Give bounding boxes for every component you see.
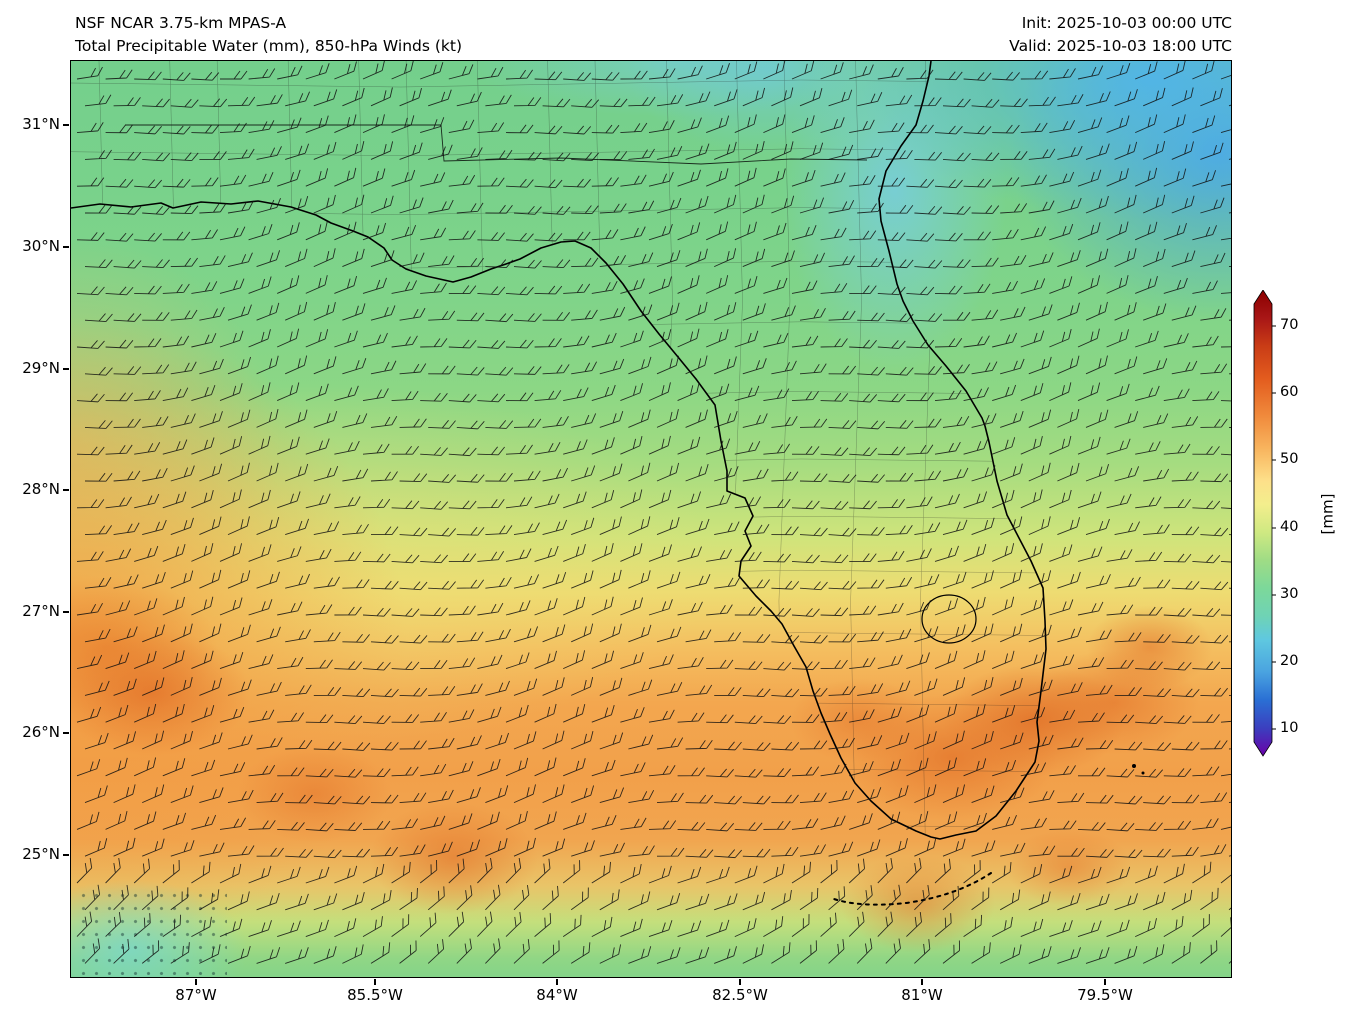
xtick-mark xyxy=(374,979,376,985)
cbar-tick-30: 30 xyxy=(1280,586,1299,602)
cbar-tick-40: 40 xyxy=(1280,519,1299,535)
time-block: Init: 2025-10-03 00:00 UTC Valid: 2025-1… xyxy=(1009,12,1232,58)
ytick-mark xyxy=(63,368,69,370)
ytick-label-25n: 25°N xyxy=(22,845,60,863)
cbar-tick-70: 70 xyxy=(1280,317,1299,333)
xtick-label-82-5w: 82.5°W xyxy=(712,986,768,1004)
map-plot-area xyxy=(70,60,1232,978)
cbar-tick-60: 60 xyxy=(1280,384,1299,400)
xtick-label-84w: 84°W xyxy=(536,986,578,1004)
cbar-tick-50: 50 xyxy=(1280,451,1299,467)
ytick-mark xyxy=(63,246,69,248)
xtick-mark xyxy=(921,979,923,985)
xtick-label-85-5w: 85.5°W xyxy=(347,986,403,1004)
ytick-mark xyxy=(63,124,69,126)
ytick-label-30n: 30°N xyxy=(22,237,60,255)
coastline-and-borders xyxy=(71,61,1145,906)
ytick-mark xyxy=(63,489,69,491)
model-title: NSF NCAR 3.75-km MPAS-A xyxy=(75,14,287,32)
product-title: Total Precipitable Water (mm), 850-hPa W… xyxy=(75,37,463,55)
wind-barbs xyxy=(71,61,1231,964)
ytick-label-26n: 26°N xyxy=(22,723,60,741)
xtick-label-79-5w: 79.5°W xyxy=(1077,986,1133,1004)
ytick-label-28n: 28°N xyxy=(22,480,60,498)
ytick-label-29n: 29°N xyxy=(22,359,60,377)
xtick-mark xyxy=(1104,979,1106,985)
ytick-mark xyxy=(63,611,69,613)
cbar-tick-20: 20 xyxy=(1280,653,1299,669)
xtick-mark xyxy=(556,979,558,985)
ytick-label-27n: 27°N xyxy=(22,602,60,620)
ytick-mark xyxy=(63,854,69,856)
ytick-mark xyxy=(63,732,69,734)
xtick-label-81w: 81°W xyxy=(901,986,943,1004)
colorbar xyxy=(1253,290,1276,757)
ytick-label-31n: 31°N xyxy=(22,115,60,133)
title-block: NSF NCAR 3.75-km MPAS-A Total Precipitab… xyxy=(75,12,462,58)
cbar-tick-10: 10 xyxy=(1280,720,1299,736)
cbar-units-label: [mm] xyxy=(1318,493,1337,535)
xtick-label-87w: 87°W xyxy=(175,986,217,1004)
init-time: Init: 2025-10-03 00:00 UTC xyxy=(1021,14,1232,32)
valid-time: Valid: 2025-10-03 18:00 UTC xyxy=(1009,37,1232,55)
xtick-mark xyxy=(195,979,197,985)
xtick-mark xyxy=(739,979,741,985)
map-overlay xyxy=(71,61,1231,964)
